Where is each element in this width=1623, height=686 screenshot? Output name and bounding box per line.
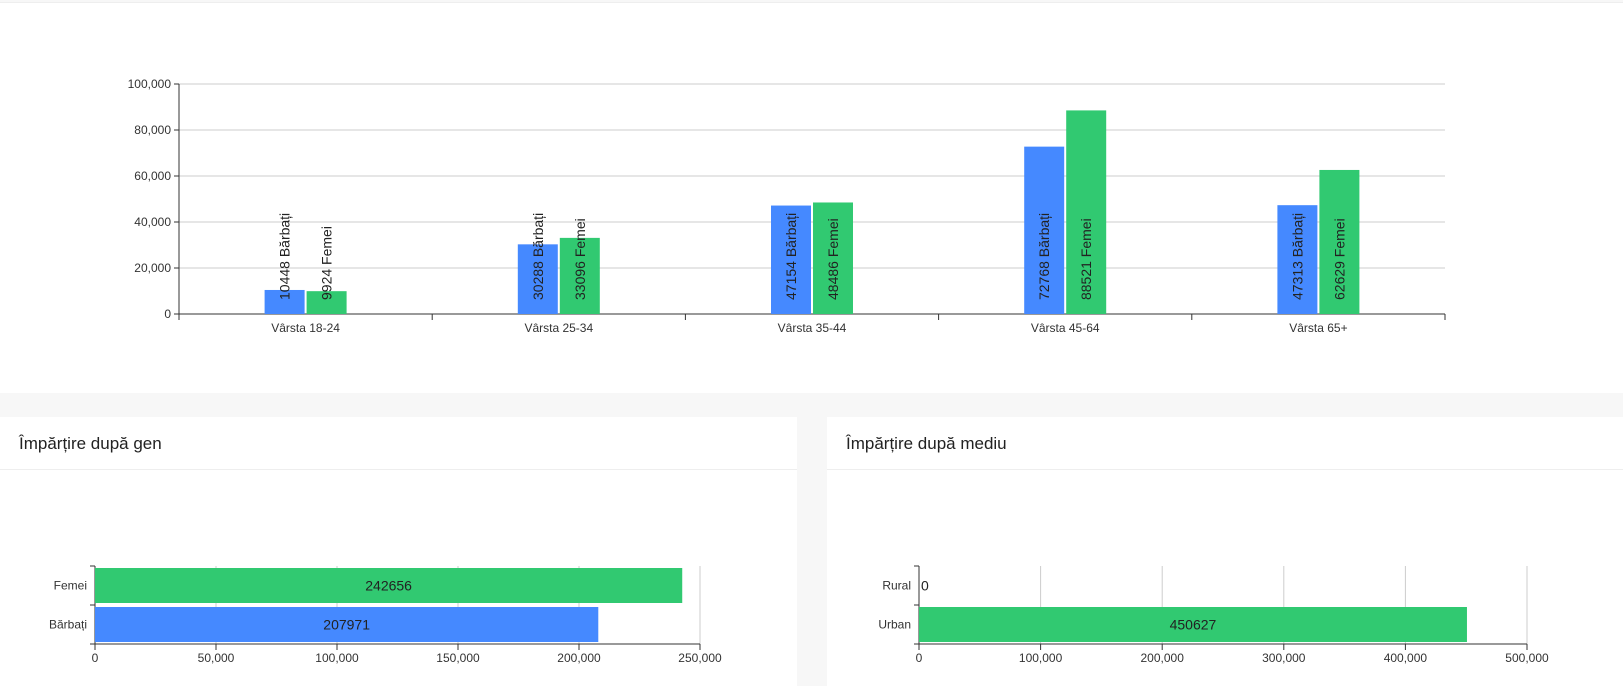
y-tick-label: Bărbați	[49, 618, 87, 632]
y-tick-label: 80,000	[134, 123, 171, 137]
bar-data-label: 48486 Femei	[825, 218, 841, 300]
bar-data-label: 0	[921, 578, 929, 594]
y-tick-label: 20,000	[134, 261, 171, 275]
y-tick-label: 100,000	[128, 77, 172, 91]
age-chart-panel: 0 20,000 40,000 60,000 80,000 100,000 Vârsta 1…	[0, 2, 1623, 393]
x-tick-label: 200,000	[1141, 651, 1185, 665]
environment-chart-panel: Împărțire după mediu 0 100,000 200,000 300,…	[827, 417, 1623, 686]
gender-bar-chart: 0 50,000 100,000 150,000 200,000 250,000 Femei…	[49, 565, 722, 665]
x-tick-label: 400,000	[1384, 651, 1428, 665]
x-tick-label: Vârsta 18-24	[271, 321, 340, 335]
x-tick-label: Vârsta 65+	[1289, 321, 1347, 335]
x-tick-label: Vârsta 25-34	[524, 321, 593, 335]
age-bar-chart: 0 20,000 40,000 60,000 80,000 100,000 Vârsta 1…	[128, 77, 1446, 335]
bar	[95, 568, 683, 603]
y-tick-label: Rural	[882, 579, 911, 593]
bar-barbati	[264, 289, 305, 314]
x-tick-label: Vârsta 45-64	[1031, 321, 1100, 335]
bar-data-label: 88521 Femei	[1078, 218, 1094, 300]
bar-data-label: 207971	[323, 617, 370, 633]
x-tick-label: 100,000	[315, 651, 359, 665]
gender-chart-panel: Împărțire după gen 0 50,000 100,000 150,000…	[0, 417, 797, 686]
x-tick-label: 0	[916, 651, 923, 665]
x-tick-label: 300,000	[1262, 651, 1306, 665]
bar-data-label: 47154 Bărbați	[783, 213, 799, 300]
bar-data-label: 47313 Bărbați	[1289, 213, 1305, 300]
bar-femei	[1066, 110, 1107, 314]
bar-femei	[306, 291, 347, 314]
bar-data-label: 10448 Bărbați	[277, 213, 293, 300]
bar-barbati	[517, 244, 558, 314]
x-tick-label: Vârsta 35-44	[778, 321, 847, 335]
x-tick-label: 50,000	[198, 651, 235, 665]
bar-barbati	[771, 205, 811, 314]
environment-bar-chart: 0 100,000 200,000 300,000 400,000 500,000 Rura…	[878, 565, 1549, 665]
y-tick-label: Urban	[878, 618, 911, 632]
bar-data-label: 242656	[365, 578, 412, 594]
bar	[919, 607, 1467, 642]
x-tick-label: 200,000	[557, 651, 601, 665]
bar-data-label: 450627	[1170, 617, 1217, 633]
bar-data-label: 33096 Femei	[572, 218, 588, 300]
bar-barbati	[1024, 146, 1065, 314]
x-tick-label: 150,000	[436, 651, 480, 665]
x-tick-label: 0	[92, 651, 99, 665]
bar-femei	[1319, 169, 1360, 314]
bar	[95, 607, 599, 642]
y-tick-label: 40,000	[134, 215, 171, 229]
x-tick-label: 250,000	[678, 651, 722, 665]
y-tick-label: Femei	[54, 579, 87, 593]
bar-femei	[813, 202, 853, 314]
bar-data-label: 72768 Bărbați	[1036, 213, 1052, 300]
bar-data-label: 62629 Femei	[1331, 218, 1347, 300]
gender-chart-title: Împărțire după gen	[0, 417, 797, 470]
y-tick-label: 0	[164, 307, 171, 321]
bar-barbati	[1277, 205, 1318, 314]
bar-data-label: 9924 Femei	[319, 226, 335, 300]
y-tick-label: 60,000	[134, 169, 171, 183]
bar-femei	[559, 237, 600, 314]
x-tick-label: 100,000	[1019, 651, 1063, 665]
environment-chart-title: Împărțire după mediu	[827, 417, 1623, 470]
bar-data-label: 30288 Bărbați	[530, 213, 546, 300]
x-tick-label: 500,000	[1505, 651, 1549, 665]
